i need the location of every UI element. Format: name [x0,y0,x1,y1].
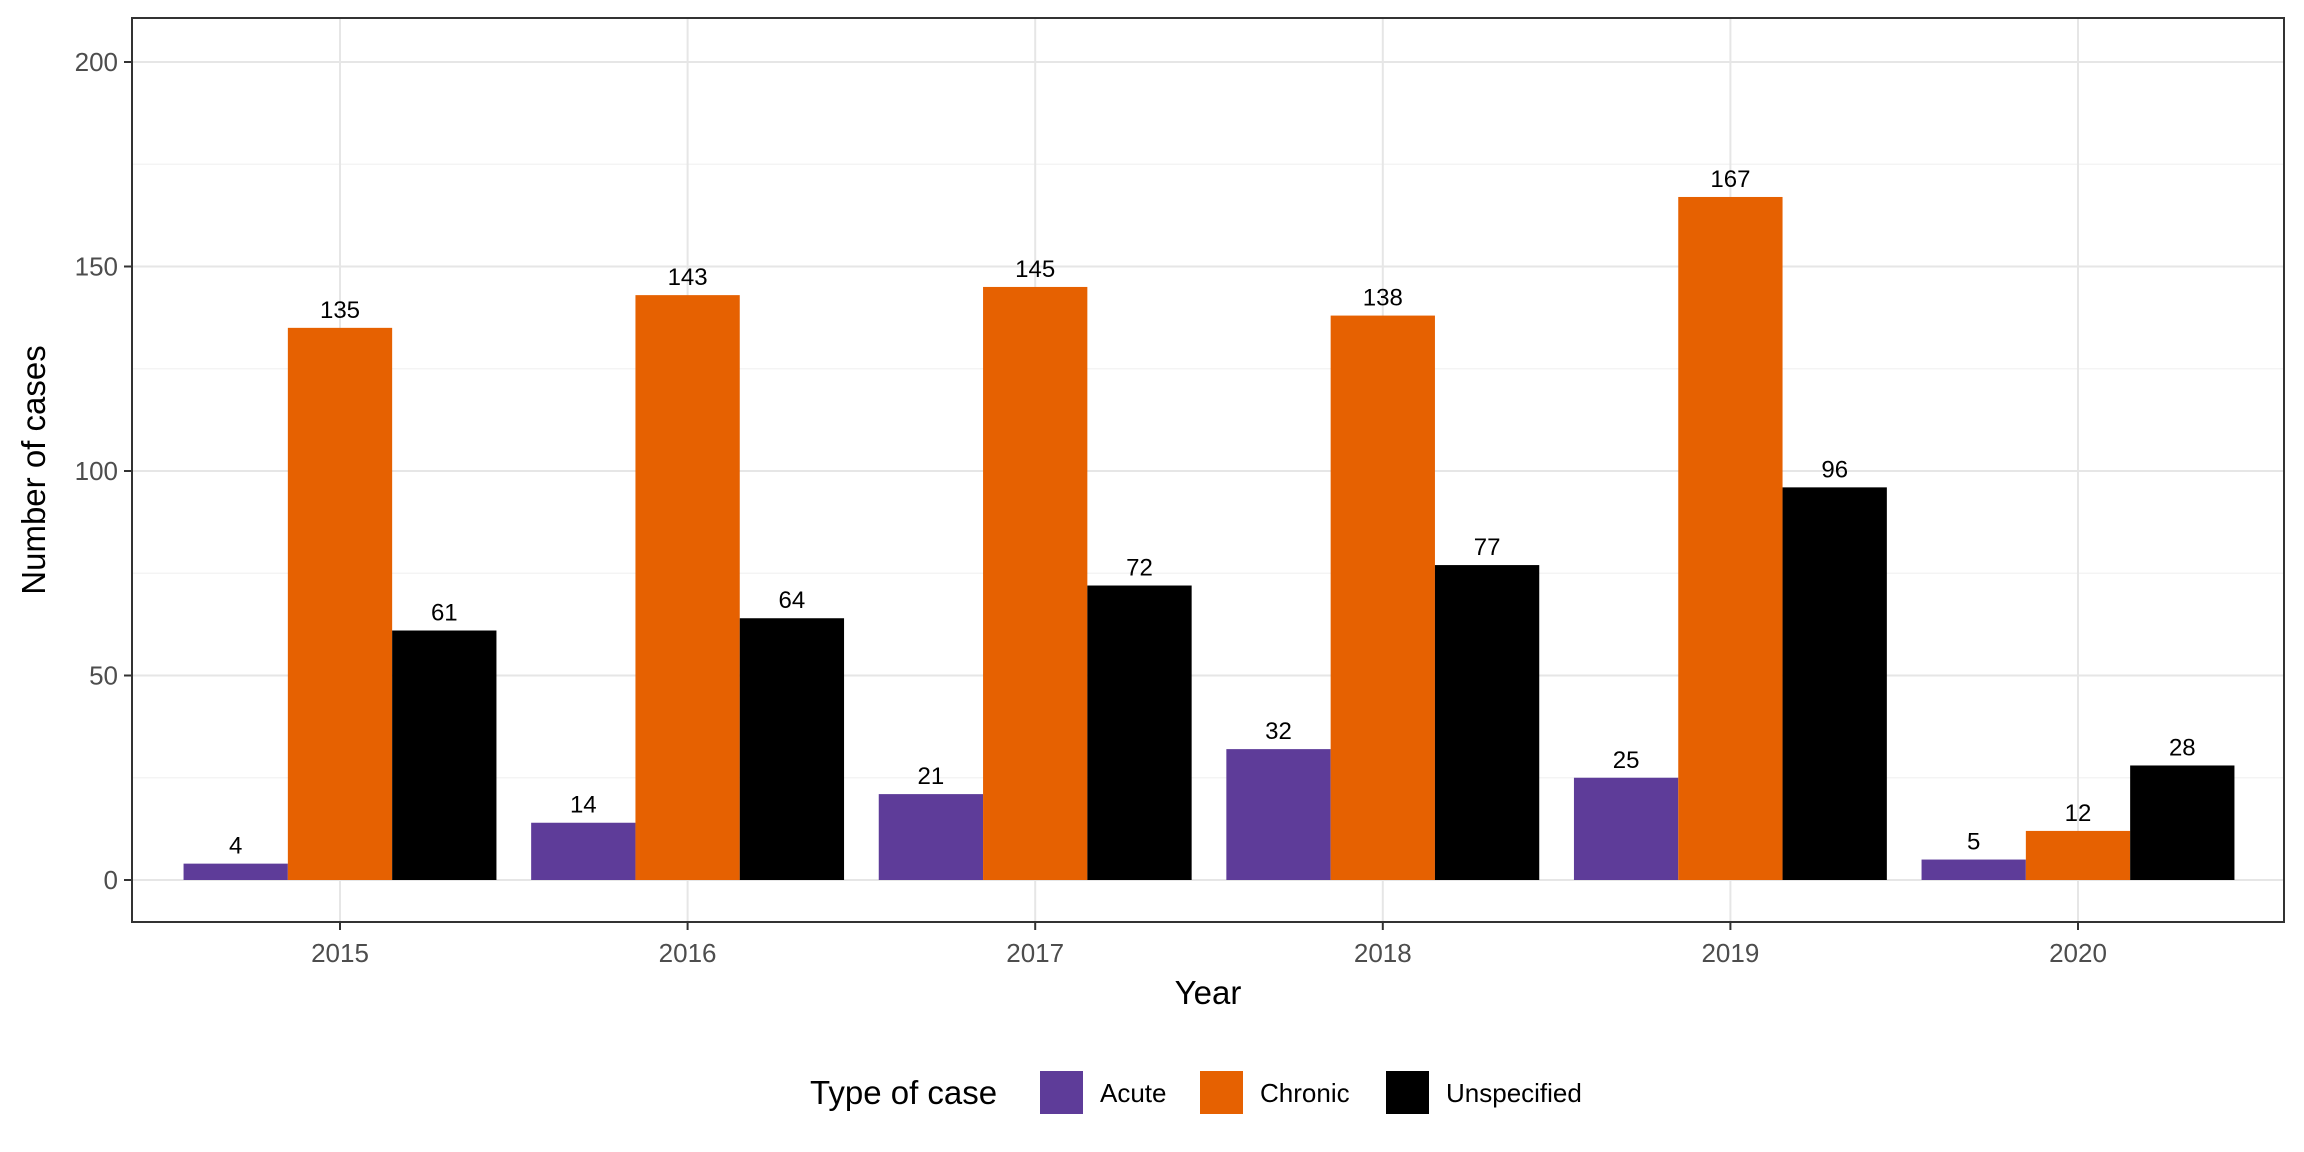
x-tick-label: 2019 [1701,938,1759,968]
x-axis-ticks: 2015 2016 2017 2018 2019 2020 [311,922,2107,968]
legend-label-unspecified: Unspecified [1446,1078,1582,1108]
data-label-unspecified-2019: 96 [1821,456,1848,483]
data-label-acute-2018: 32 [1265,718,1292,745]
data-label-acute-2020: 5 [1967,829,1980,856]
bar-acute-2018 [1226,749,1331,880]
data-label-unspecified-2015: 61 [431,600,458,627]
legend-label-acute: Acute [1100,1078,1167,1108]
x-tick-label: 2015 [311,938,369,968]
y-tick-label: 200 [75,47,118,77]
bar-chronic-2019 [1678,196,1783,881]
y-axis-title: Number of cases [15,345,52,594]
x-tick-label: 2018 [1354,938,1412,968]
bar-chronic-2017 [983,286,1088,880]
y-tick-label: 150 [75,252,118,282]
data-label-chronic-2016: 143 [668,264,708,291]
x-tick-label: 2017 [1006,938,1064,968]
x-tick-label: 2020 [2049,938,2107,968]
y-axis-ticks: 0 50 100 150 200 [75,47,132,895]
data-label-unspecified-2018: 77 [1474,534,1501,561]
legend-swatch-chronic [1200,1071,1243,1114]
x-axis-title: Year [1175,974,1242,1011]
legend-swatch-unspecified [1386,1071,1429,1114]
bar-acute-2015 [183,863,288,880]
data-label-acute-2017: 21 [918,763,945,790]
bar-unspecified-2020 [2130,765,2235,880]
data-label-chronic-2015: 135 [320,297,360,324]
bars [183,196,2235,881]
x-tick-label: 2016 [659,938,717,968]
bar-acute-2020 [1921,859,2026,880]
legend-title: Type of case [810,1074,997,1111]
bar-chronic-2018 [1330,315,1435,881]
data-label-chronic-2017: 145 [1015,256,1055,283]
legend-label-chronic: Chronic [1260,1078,1350,1108]
data-label-chronic-2019: 167 [1710,166,1750,193]
data-label-acute-2019: 25 [1613,747,1640,774]
bar-unspecified-2016 [739,618,845,880]
data-label-unspecified-2020: 28 [2169,734,2196,761]
data-labels: 4 14 21 32 25 5 135 143 145 138 167 12 61 64 72 77 96 28 [229,166,2196,860]
data-label-chronic-2020: 12 [2065,800,2092,827]
legend-swatch-acute [1040,1071,1083,1114]
legend: Type of case Acute Chronic Unspecified [810,1071,1582,1114]
bar-unspecified-2017 [1087,585,1192,880]
y-tick-label: 50 [89,661,118,691]
data-label-acute-2015: 4 [229,833,242,860]
bar-unspecified-2019 [1782,487,1887,880]
bar-unspecified-2018 [1434,565,1540,880]
bar-unspecified-2015 [392,630,497,880]
data-label-chronic-2018: 138 [1363,285,1403,312]
bar-acute-2019 [1573,777,1679,880]
bar-acute-2017 [878,794,984,880]
bar-chronic-2015 [287,327,393,881]
y-tick-label: 100 [75,456,118,486]
y-tick-label: 0 [104,865,118,895]
bar-chronic-2016 [635,295,740,880]
bar-acute-2016 [531,822,636,880]
data-label-acute-2016: 14 [570,792,597,819]
data-label-unspecified-2016: 64 [779,587,806,614]
data-label-unspecified-2017: 72 [1126,555,1153,582]
bar-chronic-2020 [2025,830,2131,880]
